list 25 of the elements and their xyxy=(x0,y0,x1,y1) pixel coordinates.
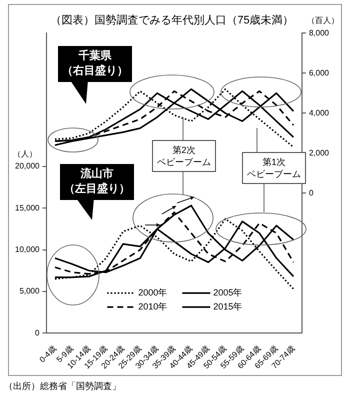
annotation: 千葉県（右目盛り） xyxy=(62,49,128,79)
legend-label: 2000年 xyxy=(138,288,168,298)
y2-axis-title: （百人） xyxy=(306,16,339,26)
chart-title: （図表）国勢調査でみる年代別人口（75歳未満） xyxy=(50,14,294,27)
legend-label: 2010年 xyxy=(138,302,168,312)
y2-tick-label: 6,000 xyxy=(308,68,330,78)
y2-tick-label: 8,000 xyxy=(308,28,330,38)
x-tick-label: 0-4歳 xyxy=(38,344,58,364)
y-tick-label: 0 xyxy=(35,328,40,338)
y-tick-label: 10,000 xyxy=(15,244,40,254)
annotation: ベビーブーム xyxy=(157,156,211,168)
y-tick-label: 20,000 xyxy=(15,162,40,171)
y-tick-label: 15,000 xyxy=(15,203,40,212)
y-tick-label: 5,000 xyxy=(19,286,40,296)
annotation: 流山市（左目盛り） xyxy=(64,167,130,197)
y-axis-title: （人） xyxy=(13,149,38,158)
y2-tick-label: 4,000 xyxy=(308,108,330,118)
y2-tick-label: 0 xyxy=(308,188,314,198)
annotation: 第2次 xyxy=(171,144,196,156)
annotation: ベビーブーム xyxy=(247,168,301,180)
text: （出所）総務省「国勢調査」 xyxy=(4,380,121,393)
legend-label: 2005年 xyxy=(213,288,242,298)
annotation: 第1次 xyxy=(261,156,286,168)
y2-tick-label: 2,000 xyxy=(308,148,330,158)
legend-label: 2015年 xyxy=(213,302,242,312)
